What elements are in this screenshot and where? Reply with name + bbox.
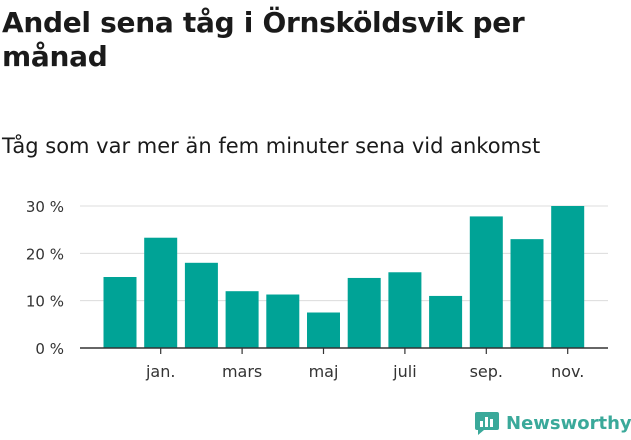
y-tick-label: 10 % bbox=[26, 293, 64, 311]
y-tick-label: 0 % bbox=[35, 340, 64, 358]
bar-okt bbox=[510, 239, 544, 348]
bar-feb bbox=[184, 262, 218, 348]
bar-dec bbox=[103, 277, 137, 348]
x-tick-label: jan. bbox=[145, 362, 175, 381]
bar-nov bbox=[551, 206, 585, 348]
bar-aug bbox=[429, 295, 463, 348]
chart-subtitle: Tåg som var mer än fem minuter sena vid … bbox=[2, 134, 541, 158]
newsworthy-logo: Newsworthy bbox=[474, 406, 631, 440]
chart-title: Andel sena tåg i Örnsköldsvik per månad bbox=[2, 6, 525, 73]
brand-name: Newsworthy bbox=[506, 412, 631, 434]
bar-juni bbox=[347, 277, 381, 348]
bar-sep bbox=[469, 216, 503, 348]
bar-jan bbox=[144, 237, 178, 348]
x-tick-label: juli bbox=[392, 362, 416, 381]
x-tick-label: sep. bbox=[470, 362, 503, 381]
y-tick-label: 20 % bbox=[26, 245, 64, 263]
bar-apr bbox=[266, 294, 300, 348]
newsworthy-icon bbox=[475, 412, 499, 435]
x-tick-label: nov. bbox=[551, 362, 584, 381]
x-tick-label: mars bbox=[222, 362, 262, 381]
bar-juli bbox=[388, 272, 422, 348]
x-tick-label: maj bbox=[309, 362, 339, 381]
bar-mars bbox=[225, 291, 259, 348]
bar-maj bbox=[307, 312, 340, 348]
y-tick-label: 30 % bbox=[26, 198, 64, 216]
